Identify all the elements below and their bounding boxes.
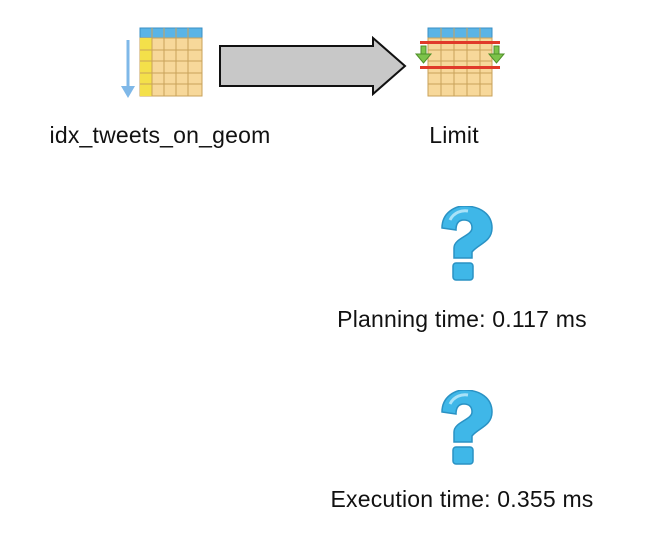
question-icon: [441, 390, 493, 465]
limit-label: Limit: [429, 122, 479, 148]
execution-time-label: Execution time: 0.355 ms: [330, 486, 594, 512]
flow-arrow-icon: [219, 36, 407, 96]
limit-table-icon: [414, 27, 506, 97]
planning-time-label: Planning time: 0.117 ms: [337, 306, 587, 332]
index-scan-table-icon: [121, 27, 203, 98]
question-icon: [441, 206, 493, 281]
index-scan-label: idx_tweets_on_geom: [49, 122, 271, 148]
